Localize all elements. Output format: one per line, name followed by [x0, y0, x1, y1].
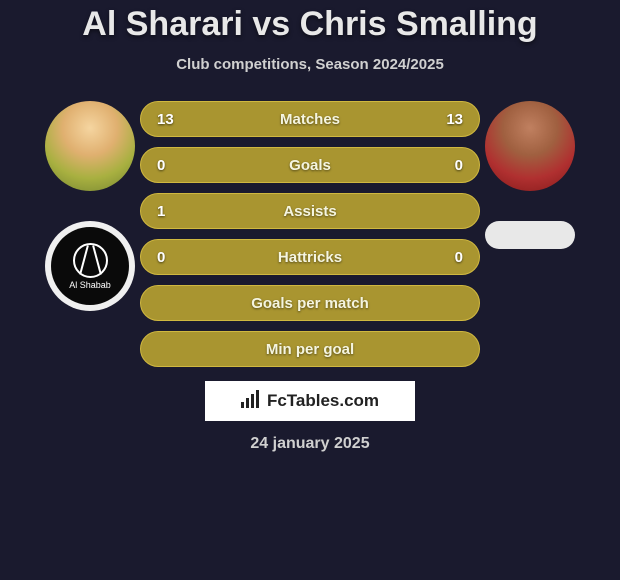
team1-badge: Al Shabab: [45, 221, 135, 311]
stat-row-hattricks: 0 Hattricks 0: [140, 239, 480, 275]
stat-right-value: 0: [433, 249, 463, 266]
stats-column: 13 Matches 13 0 Goals 0 1 Assists 0 Hatt…: [140, 101, 480, 367]
team1-logo-icon: [73, 243, 108, 278]
stat-row-matches: 13 Matches 13: [140, 101, 480, 137]
team1-badge-inner: Al Shabab: [51, 227, 129, 305]
branding-badge: FcTables.com: [205, 381, 415, 421]
stat-label: Assists: [283, 203, 336, 220]
right-column: [480, 101, 580, 249]
stat-label: Goals per match: [251, 295, 369, 312]
stat-label: Goals: [289, 157, 331, 174]
branding-text: FcTables.com: [267, 391, 379, 411]
stat-label: Min per goal: [266, 341, 354, 358]
stat-left-value: 0: [157, 157, 187, 174]
page-title: Al Sharari vs Chris Smalling: [82, 5, 537, 44]
stat-row-assists: 1 Assists: [140, 193, 480, 229]
comparison-card: Al Sharari vs Chris Smalling Club compet…: [0, 0, 620, 580]
stat-left-value: 1: [157, 203, 187, 220]
stat-row-goals: 0 Goals 0: [140, 147, 480, 183]
stat-row-goals-per-match: Goals per match: [140, 285, 480, 321]
subtitle: Club competitions, Season 2024/2025: [176, 56, 444, 73]
stat-row-min-per-goal: Min per goal: [140, 331, 480, 367]
stat-right-value: 0: [433, 157, 463, 174]
team1-label: Al Shabab: [69, 280, 111, 290]
brand-chart-icon: [241, 390, 261, 413]
left-column: Al Shabab: [40, 101, 140, 311]
team2-badge: [485, 221, 575, 249]
date-label: 24 january 2025: [250, 435, 369, 453]
stat-label: Matches: [280, 111, 340, 128]
player1-avatar: [45, 101, 135, 191]
stat-right-value: 13: [433, 111, 463, 128]
stat-label: Hattricks: [278, 249, 342, 266]
stat-left-value: 13: [157, 111, 187, 128]
stats-area: Al Shabab 13 Matches 13 0 Goals 0 1 Assi…: [0, 101, 620, 367]
stat-left-value: 0: [157, 249, 187, 266]
player2-avatar: [485, 101, 575, 191]
